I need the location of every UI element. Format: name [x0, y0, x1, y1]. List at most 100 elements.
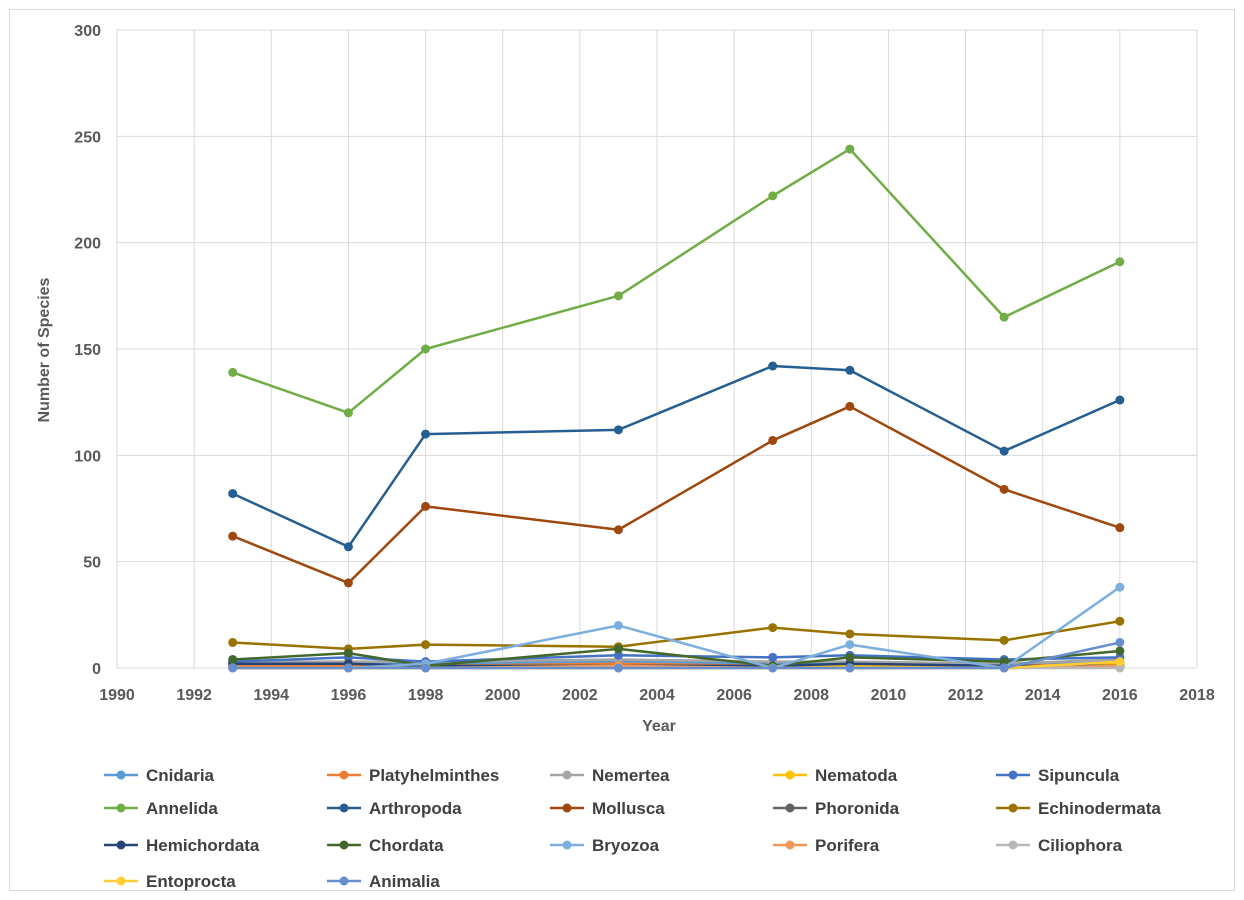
data-point-arthropoda	[421, 429, 431, 439]
x-tick-label: 1992	[176, 687, 212, 704]
legend-item-annelida: Annelida	[104, 799, 218, 818]
legend-label: Phoronida	[815, 799, 900, 818]
y-tick-label: 150	[74, 342, 101, 359]
data-point-bryozoa	[613, 620, 623, 630]
series-annelida	[228, 144, 1125, 418]
data-point-animalia	[421, 663, 431, 673]
data-point-entoprocta	[1115, 657, 1125, 667]
data-point-arthropoda	[999, 446, 1009, 456]
series-line-animalia	[232, 641, 1121, 670]
legend-label: Hemichordata	[146, 836, 260, 855]
legend-item-chordata: Chordata	[327, 836, 444, 855]
series-line-chordata	[232, 647, 1120, 668]
data-point-animalia	[613, 663, 623, 673]
data-point-arthropoda	[613, 425, 623, 435]
legend-label: Bryozoa	[592, 836, 660, 855]
series-arthropoda	[228, 361, 1125, 552]
data-point-animalia	[768, 663, 778, 673]
legend-item-cnidaria: Cnidaria	[104, 766, 215, 785]
legend-item-sipuncula: Sipuncula	[996, 766, 1120, 785]
data-point-chordata	[228, 654, 238, 664]
y-tick-label: 0	[92, 661, 101, 678]
x-axis-title: Year	[642, 718, 676, 735]
legend-marker	[339, 840, 349, 850]
legend-item-entoprocta: Entoprocta	[104, 872, 236, 891]
legend-item-phoronida: Phoronida	[773, 799, 900, 818]
legend-marker	[339, 803, 349, 813]
legend-label: Sipuncula	[1038, 766, 1120, 785]
data-point-mollusca	[1115, 523, 1125, 533]
legend-marker	[562, 840, 572, 850]
series-line-annelida	[232, 147, 1121, 415]
data-point-arthropoda	[343, 542, 353, 552]
data-point-chordata	[845, 652, 855, 662]
data-point-mollusca	[421, 501, 431, 511]
data-point-mollusca	[845, 401, 855, 411]
data-point-chordata	[613, 644, 623, 654]
data-point-bryozoa	[1115, 582, 1125, 592]
x-tick-label: 2006	[716, 687, 752, 704]
legend-label: Nemertea	[592, 766, 670, 785]
data-point-annelida	[1115, 257, 1125, 267]
legend-marker	[1008, 803, 1018, 813]
series-echinodermata	[228, 616, 1125, 654]
legend-marker	[339, 770, 349, 780]
data-point-animalia	[845, 663, 855, 673]
data-point-chordata	[343, 648, 353, 658]
y-tick-label: 100	[74, 448, 101, 465]
data-point-bryozoa	[845, 640, 855, 650]
data-point-echinodermata	[845, 629, 855, 639]
legend-label: Nematoda	[815, 766, 898, 785]
x-tick-label: 2000	[485, 687, 521, 704]
data-point-chordata	[1115, 646, 1125, 656]
data-point-sipuncula	[768, 652, 778, 662]
data-point-animalia	[343, 663, 353, 673]
legend-marker	[785, 770, 795, 780]
data-point-annelida	[613, 291, 623, 301]
data-point-annelida	[421, 344, 431, 354]
series-line-mollusca	[232, 405, 1121, 585]
chart-border	[9, 9, 1235, 891]
data-point-echinodermata	[1115, 616, 1125, 626]
legend-label: Animalia	[369, 872, 440, 891]
y-tick-label: 50	[83, 555, 101, 572]
x-tick-label: 2012	[948, 687, 984, 704]
data-point-annelida	[845, 144, 855, 154]
x-tick-label: 2018	[1179, 687, 1215, 704]
data-point-arthropoda	[228, 489, 238, 499]
series-mollusca	[228, 401, 1125, 588]
series-lines	[228, 144, 1125, 673]
x-tick-label: 2002	[562, 687, 598, 704]
data-point-echinodermata	[768, 623, 778, 633]
data-point-annelida	[343, 408, 353, 418]
legend-label: Porifera	[815, 836, 880, 855]
y-tick-label: 200	[74, 236, 101, 253]
legend-item-arthropoda: Arthropoda	[327, 799, 462, 818]
legend-item-bryozoa: Bryozoa	[550, 836, 660, 855]
legend-label: Ciliophora	[1038, 836, 1123, 855]
legend-item-platyhelminthes: Platyhelminthes	[327, 766, 499, 785]
legend-marker	[785, 840, 795, 850]
data-point-annelida	[999, 312, 1009, 322]
legend-marker	[562, 770, 572, 780]
legend-item-ciliophora: Ciliophora	[996, 836, 1123, 855]
legend-marker	[116, 840, 126, 850]
data-point-echinodermata	[999, 635, 1009, 645]
legend-item-animalia: Animalia	[327, 872, 440, 891]
data-point-mollusca	[768, 435, 778, 445]
legend-label: Chordata	[369, 836, 444, 855]
legend-label: Annelida	[146, 799, 218, 818]
x-tick-labels: 1990 1992 1994 1996 1998 2000 2002 2004 2006 2008…	[99, 687, 1215, 704]
x-tick-label: 1998	[408, 687, 444, 704]
series-line-arthropoda	[232, 364, 1121, 549]
x-tick-label: 2016	[1102, 687, 1138, 704]
data-point-mollusca	[343, 578, 353, 588]
legend-item-mollusca: Mollusca	[550, 799, 665, 818]
legend-item-porifera: Porifera	[773, 836, 880, 855]
x-tick-label: 2014	[1025, 687, 1061, 704]
legend: Cnidaria Platyhelminthes Nemertea Nematoda S…	[104, 766, 1161, 891]
data-point-echinodermata	[228, 637, 238, 647]
data-point-mollusca	[613, 525, 623, 535]
x-tick-label: 2004	[639, 687, 675, 704]
